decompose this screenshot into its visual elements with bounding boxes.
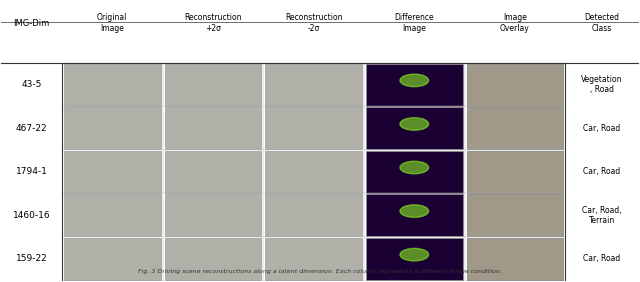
FancyBboxPatch shape: [467, 151, 563, 193]
FancyBboxPatch shape: [366, 107, 463, 149]
Text: Car, Road: Car, Road: [583, 124, 621, 133]
FancyBboxPatch shape: [64, 64, 161, 105]
Text: Image
Overlay: Image Overlay: [500, 13, 530, 33]
FancyBboxPatch shape: [164, 151, 261, 193]
Text: Detected
Class: Detected Class: [584, 13, 620, 33]
FancyBboxPatch shape: [467, 107, 563, 149]
Text: Car, Road: Car, Road: [583, 254, 621, 263]
FancyBboxPatch shape: [366, 64, 463, 105]
FancyBboxPatch shape: [164, 238, 261, 280]
Text: Difference
Image: Difference Image: [394, 13, 434, 33]
FancyBboxPatch shape: [164, 64, 261, 105]
FancyBboxPatch shape: [265, 194, 362, 236]
Text: Reconstruction
+2σ: Reconstruction +2σ: [184, 13, 242, 33]
FancyBboxPatch shape: [265, 64, 362, 105]
FancyBboxPatch shape: [164, 194, 261, 236]
FancyBboxPatch shape: [64, 238, 161, 280]
Text: Fig. 3 Driving scene reconstructions along a latent dimension. Each column repre: Fig. 3 Driving scene reconstructions alo…: [138, 269, 502, 274]
FancyBboxPatch shape: [64, 151, 161, 193]
FancyBboxPatch shape: [265, 238, 362, 280]
FancyBboxPatch shape: [366, 151, 463, 193]
FancyBboxPatch shape: [265, 107, 362, 149]
FancyBboxPatch shape: [467, 151, 563, 193]
FancyBboxPatch shape: [467, 64, 563, 105]
Text: 43-5: 43-5: [22, 80, 42, 89]
FancyBboxPatch shape: [366, 238, 463, 280]
FancyBboxPatch shape: [64, 107, 161, 149]
Circle shape: [400, 161, 429, 174]
FancyBboxPatch shape: [366, 194, 463, 236]
Text: 1460-16: 1460-16: [13, 211, 51, 220]
Circle shape: [400, 205, 429, 217]
Text: 467-22: 467-22: [16, 124, 47, 133]
Circle shape: [400, 248, 429, 261]
Text: IMG-Dim: IMG-Dim: [13, 19, 50, 28]
Text: 159-22: 159-22: [16, 254, 47, 263]
FancyBboxPatch shape: [265, 151, 362, 193]
FancyBboxPatch shape: [64, 194, 161, 236]
Text: Car, Road,
Terrain: Car, Road, Terrain: [582, 206, 622, 225]
Text: Car, Road: Car, Road: [583, 167, 621, 176]
FancyBboxPatch shape: [467, 64, 563, 105]
Circle shape: [400, 74, 429, 87]
FancyBboxPatch shape: [164, 107, 261, 149]
FancyBboxPatch shape: [467, 194, 563, 236]
Bar: [62, 63, 565, 281]
Circle shape: [400, 118, 429, 130]
FancyBboxPatch shape: [467, 238, 563, 280]
Text: Reconstruction
-2σ: Reconstruction -2σ: [285, 13, 342, 33]
FancyBboxPatch shape: [467, 194, 563, 236]
FancyBboxPatch shape: [467, 107, 563, 149]
Text: 1794-1: 1794-1: [16, 167, 47, 176]
Text: Vegetation
, Road: Vegetation , Road: [581, 75, 623, 94]
Text: Original
Image: Original Image: [97, 13, 127, 33]
FancyBboxPatch shape: [467, 238, 563, 280]
